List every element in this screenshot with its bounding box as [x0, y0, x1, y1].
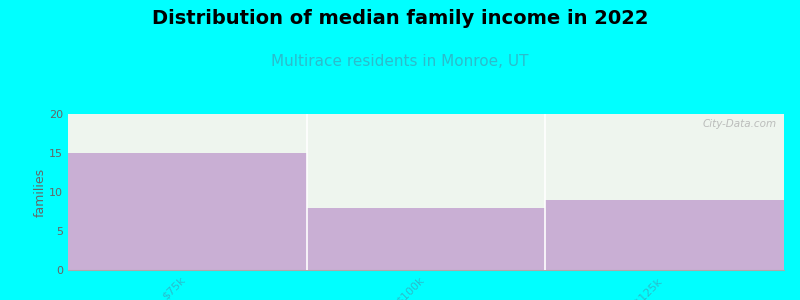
Bar [306, 208, 546, 270]
Text: Distribution of median family income in 2022: Distribution of median family income in … [152, 9, 648, 28]
Text: City-Data.com: City-Data.com [702, 119, 777, 129]
Text: Multirace residents in Monroe, UT: Multirace residents in Monroe, UT [271, 54, 529, 69]
Y-axis label: families: families [34, 167, 46, 217]
Bar [68, 153, 306, 270]
Bar [546, 200, 784, 270]
